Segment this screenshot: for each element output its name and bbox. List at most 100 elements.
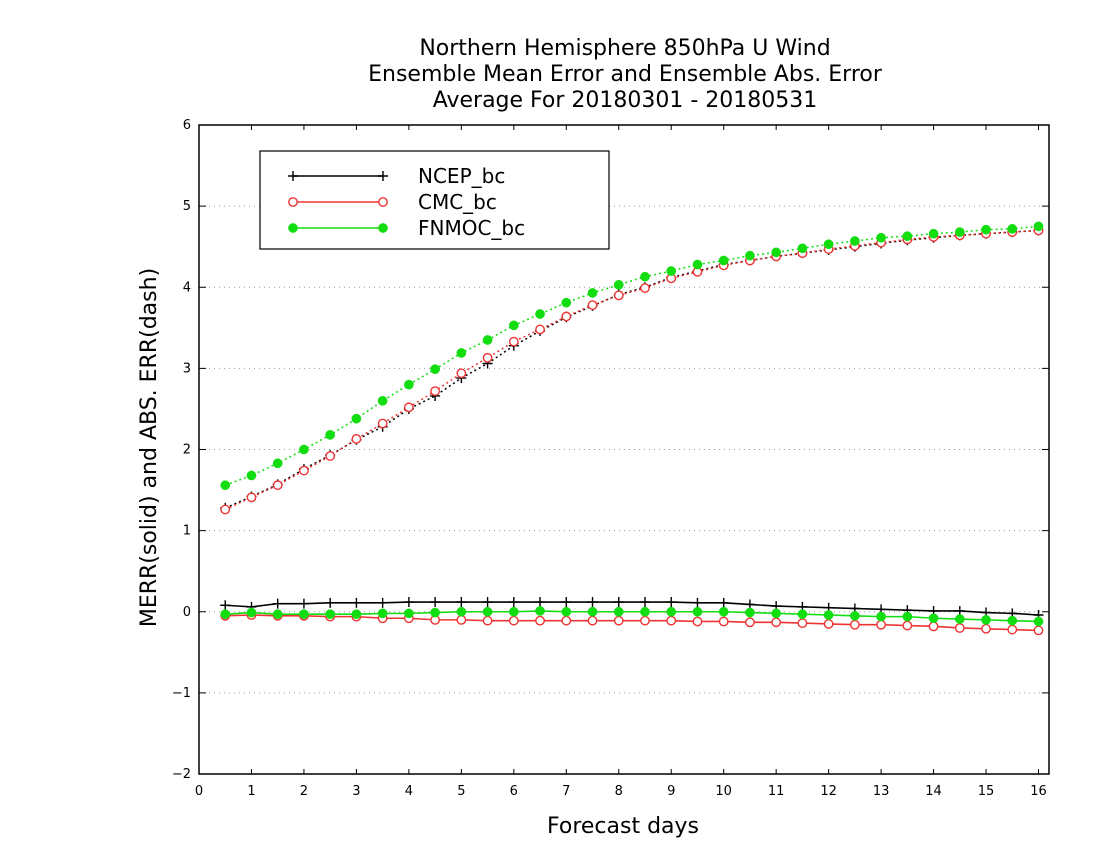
merr-point-ncep-bc	[692, 597, 703, 608]
chart-title-line-2: Ensemble Mean Error and Ensemble Abs. Er…	[368, 62, 882, 87]
abs-err-point-fnmoc-bc	[850, 236, 860, 246]
merr-point-ncep-bc	[456, 597, 467, 608]
merr-point-fnmoc-bc	[430, 607, 440, 618]
x-axis-title: Forecast days	[547, 814, 699, 839]
abs-err-point-cmc-bc	[377, 418, 388, 429]
x-tick-label: 15	[978, 784, 995, 799]
legend-label-ncep-bc: NCEP_bc	[418, 164, 505, 188]
abs-err-point-fnmoc-bc	[456, 348, 467, 358]
merr-point-cmc-bc	[902, 620, 913, 631]
legend-marker-ncep-bc	[288, 171, 298, 181]
merr-point-ncep-bc	[351, 597, 362, 608]
abs-err-point-fnmoc-bc	[377, 395, 388, 406]
legend-box	[259, 150, 610, 250]
abs-err-point-cmc-bc	[272, 480, 283, 491]
merr-point-ncep-bc	[639, 597, 650, 608]
abs-err-point-fnmoc-bc	[404, 379, 414, 390]
merr-point-cmc-bc	[876, 619, 886, 630]
abs-err-point-fnmoc-bc	[876, 232, 886, 243]
series-ncep-bc	[220, 225, 1044, 620]
merr-line-ncep-bc	[225, 601, 1039, 616]
merr-point-cmc-bc	[1033, 625, 1044, 636]
merr-point-fnmoc-bc	[587, 606, 598, 617]
x-tick-label: 1	[247, 784, 255, 799]
y-tick-label: −1	[172, 686, 191, 701]
merr-point-ncep-bc	[325, 597, 336, 608]
abs-err-point-fnmoc-bc	[561, 297, 572, 308]
abs-err-point-fnmoc-bc	[666, 266, 677, 276]
merr-point-fnmoc-bc	[1033, 616, 1044, 627]
merr-point-cmc-bc	[535, 615, 545, 626]
merr-point-cmc-bc	[718, 616, 729, 627]
x-tick-label: 3	[352, 784, 360, 799]
legend-marker-cmc-bc	[288, 197, 298, 207]
merr-point-cmc-bc	[745, 617, 755, 628]
legend-marker-cmc-bc	[378, 197, 388, 207]
merr-point-cmc-bc	[954, 623, 965, 633]
abs-err-point-fnmoc-bc	[797, 243, 808, 254]
abs-err-line-fnmoc-bc	[224, 225, 1039, 486]
abs-err-point-fnmoc-bc	[981, 224, 991, 235]
merr-point-ncep-bc	[220, 600, 231, 611]
merr-point-cmc-bc	[561, 615, 572, 626]
x-tick-label: 16	[1030, 784, 1047, 799]
abs-err-point-fnmoc-bc	[823, 239, 834, 250]
abs-err-line-cmc-bc	[224, 229, 1039, 511]
merr-point-cmc-bc	[1007, 624, 1018, 635]
merr-point-ncep-bc	[482, 597, 493, 608]
series-lines	[220, 221, 1044, 636]
merr-point-fnmoc-bc	[272, 609, 283, 620]
abs-err-point-fnmoc-bc	[718, 255, 729, 266]
chart-title-line-1: Northern Hemisphere 850hPa U Wind	[419, 36, 831, 61]
x-tick-label: 9	[667, 784, 675, 799]
abs-err-point-fnmoc-bc	[928, 228, 939, 239]
legend-marker-ncep-bc	[378, 171, 388, 181]
abs-err-point-cmc-bc	[246, 492, 257, 503]
merr-point-fnmoc-bc	[1007, 615, 1018, 626]
merr-point-fnmoc-bc	[666, 606, 677, 617]
legend-marker-fnmoc-bc	[378, 223, 388, 233]
x-tick-label: 2	[300, 784, 308, 799]
merr-point-fnmoc-bc	[981, 615, 991, 625]
merr-point-fnmoc-bc	[797, 609, 808, 620]
merr-point-ncep-bc	[666, 597, 677, 608]
merr-point-ncep-bc	[508, 597, 519, 608]
merr-point-fnmoc-bc	[482, 606, 493, 617]
abs-err-point-fnmoc-bc	[325, 430, 336, 440]
merr-point-fnmoc-bc	[640, 606, 650, 617]
chart-title-line-3: Average For 20180301 - 20180531	[432, 88, 818, 113]
merr-point-fnmoc-bc	[954, 614, 965, 624]
abs-err-point-cmc-bc	[482, 352, 493, 363]
merr-point-fnmoc-bc	[823, 610, 834, 620]
abs-err-point-fnmoc-bc	[771, 247, 782, 258]
merr-point-ncep-bc	[430, 597, 441, 608]
x-tick-label: 8	[615, 784, 623, 799]
abs-err-point-fnmoc-bc	[587, 288, 598, 298]
x-tick-label: 0	[195, 784, 203, 799]
merr-point-ncep-bc	[377, 597, 388, 608]
merr-point-ncep-bc	[561, 597, 572, 608]
merr-point-fnmoc-bc	[456, 606, 467, 617]
merr-point-fnmoc-bc	[246, 607, 257, 618]
abs-err-point-cmc-bc	[299, 465, 309, 476]
x-tick-label: 4	[405, 784, 413, 799]
merr-point-cmc-bc	[587, 615, 598, 626]
y-tick-label: 0	[183, 605, 191, 620]
merr-point-ncep-bc	[298, 598, 309, 609]
x-tick-label: 12	[820, 784, 837, 799]
merr-point-fnmoc-bc	[325, 609, 336, 620]
abs-err-line-ncep-bc	[224, 229, 1039, 509]
y-tick-label: 4	[183, 280, 191, 295]
merr-point-cmc-bc	[771, 617, 782, 628]
y-tick-label: 2	[183, 443, 191, 458]
abs-err-point-cmc-bc	[220, 504, 231, 515]
merr-point-ncep-bc	[613, 597, 624, 608]
merr-point-cmc-bc	[482, 615, 493, 626]
merr-point-fnmoc-bc	[692, 606, 703, 617]
merr-point-cmc-bc	[823, 619, 834, 629]
abs-err-point-fnmoc-bc	[508, 320, 519, 331]
legend-label-fnmoc-bc: FNMOC_bc	[418, 216, 525, 240]
